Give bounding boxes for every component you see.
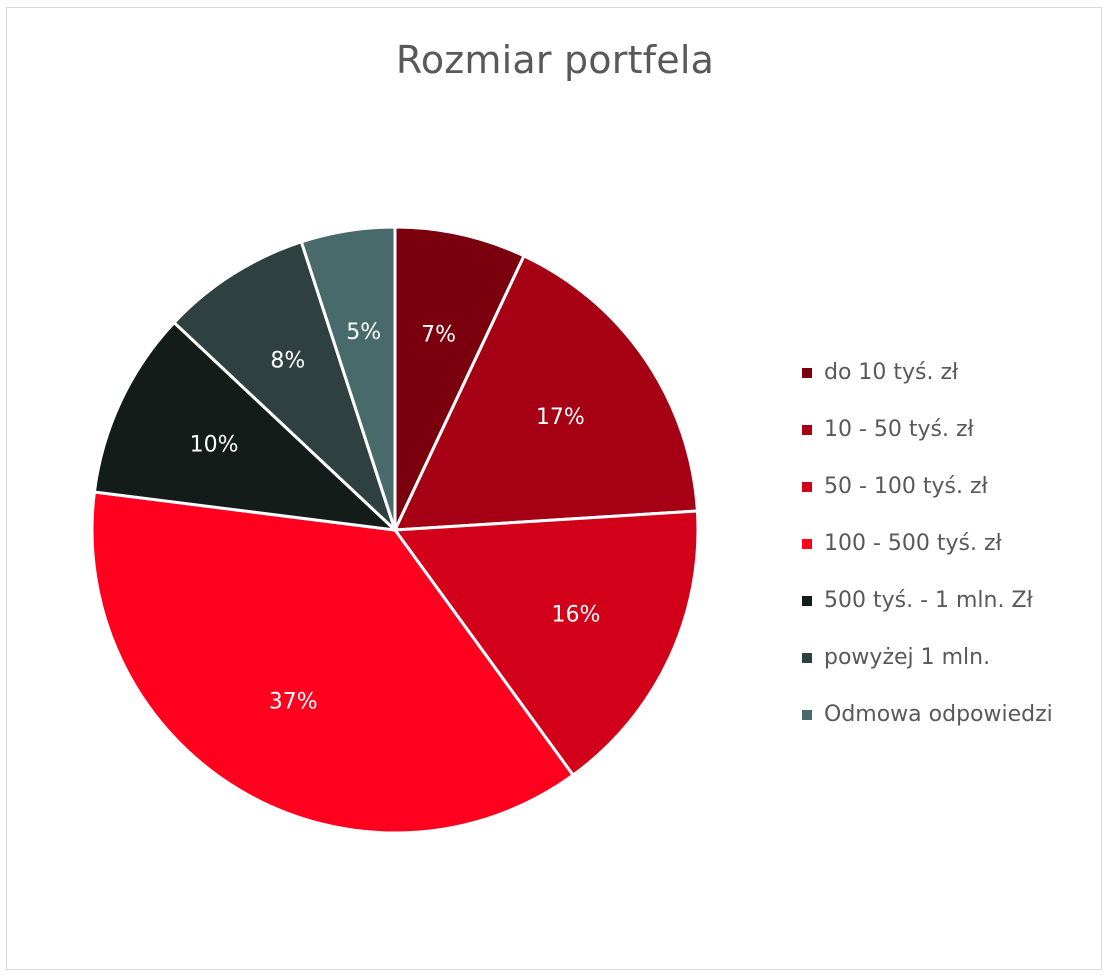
pie-slice	[172, 240, 397, 532]
legend-label: 500 tyś. - 1 mln. Zł	[824, 588, 1033, 613]
legend-item: 500 tyś. - 1 mln. Zł	[802, 572, 1102, 629]
data-label: 16%	[551, 603, 600, 628]
legend-item: powyżej 1 mln.	[802, 629, 1102, 686]
legend: do 10 tyś. zł 10 - 50 tyś. zł 50 - 100 tyś…	[802, 344, 1102, 743]
pie-slice	[393, 509, 700, 777]
legend-swatch	[802, 595, 812, 606]
pie-slice	[393, 225, 526, 532]
legend-swatch	[802, 538, 812, 549]
legend-swatch	[802, 367, 812, 378]
legend-item: 100 - 500 tyś. zł	[802, 515, 1102, 572]
legend-label: Odmowa odpowiedzi	[824, 702, 1053, 727]
pie-slice	[92, 321, 397, 532]
chart-title: Rozmiar portfela	[395, 38, 715, 82]
legend-label: 10 - 50 tyś. zł	[824, 417, 974, 442]
data-label: 7%	[421, 322, 456, 347]
pie-slice	[393, 254, 699, 532]
data-label: 8%	[270, 349, 305, 374]
legend-swatch	[802, 709, 812, 720]
pie-slice	[299, 225, 397, 532]
legend-item: do 10 tyś. zł	[802, 344, 1102, 401]
legend-item: 10 - 50 tyś. zł	[802, 401, 1102, 458]
legend-label: 100 - 500 tyś. zł	[824, 531, 1002, 556]
legend-item: 50 - 100 tyś. zł	[802, 458, 1102, 515]
data-label: 5%	[346, 320, 381, 345]
legend-swatch	[802, 424, 812, 435]
legend-label: do 10 tyś. zł	[824, 360, 959, 385]
pie-slice	[90, 490, 575, 835]
legend-label: powyżej 1 mln.	[824, 645, 991, 670]
legend-swatch	[802, 652, 812, 663]
data-label: 17%	[536, 405, 585, 430]
legend-item: Odmowa odpowiedzi	[802, 686, 1102, 743]
data-label: 10%	[190, 432, 239, 457]
data-label: 37%	[269, 690, 318, 715]
legend-swatch	[802, 481, 812, 492]
legend-label: 50 - 100 tyś. zł	[824, 474, 988, 499]
